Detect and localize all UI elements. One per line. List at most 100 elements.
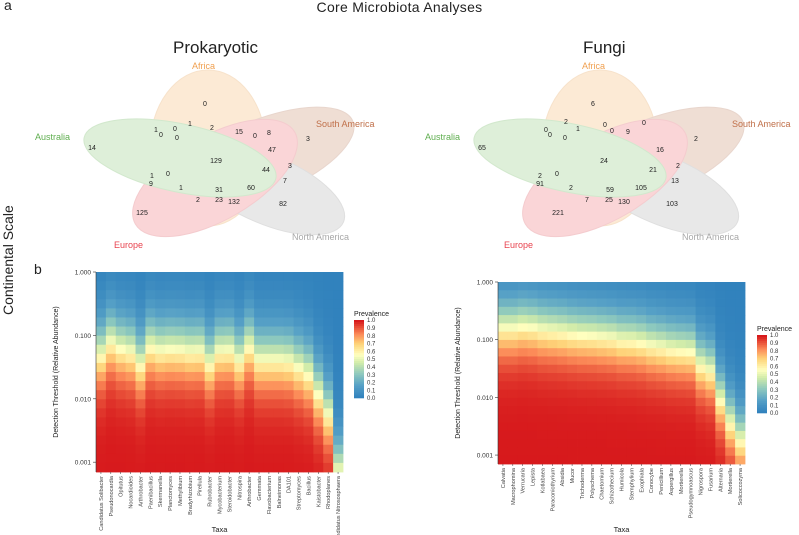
legend-swatch [757,335,767,338]
heatmap-cell [715,389,726,399]
heatmap-cell [175,362,186,373]
heatmap-cell [646,389,657,399]
heatmap-cell [283,281,294,291]
heatmap-cell [204,335,215,346]
heatmap-cell [323,272,334,282]
heatmap-cell [586,323,598,333]
heatmap-cell [254,326,265,337]
heatmap-cell [333,281,344,291]
x-tick-label: Stemphylium [629,468,635,501]
heatmap-cell [606,290,617,299]
venn-label-africa: Africa [192,61,215,71]
heatmap-cell [665,430,677,440]
heatmap-cell [646,282,657,291]
heatmap-cell [705,364,716,374]
heatmap-cell [527,406,538,415]
heatmap-cell [135,290,146,300]
heatmap-cell [204,308,215,318]
heatmap-cell [96,290,107,300]
venn-label-africa: Africa [582,61,605,71]
venn-count: 0 [544,127,548,134]
venn-label-north-america: North America [682,232,739,242]
heatmap-cell [204,281,215,291]
heatmap-cell [586,439,598,448]
heatmap-cell [705,323,716,333]
heatmap-cell [234,444,245,455]
legend-swatch [354,347,364,350]
venn-count: 0 [175,135,179,142]
heatmap-cell [665,439,677,448]
heatmap-cell [567,339,578,349]
heatmap-cell [646,422,657,432]
heatmap-cell [695,389,706,399]
heatmap-cell [695,447,706,457]
heatmap-cell [214,444,225,455]
heatmap-cell [224,408,235,418]
heatmap-cell [685,364,696,374]
heatmap-cell [725,406,736,415]
heatmap-cell [214,335,225,346]
x-tick-label: Trichoderma [580,467,586,499]
heatmap-cell [283,344,294,355]
heatmap-cell [165,426,176,437]
heatmap-cell [498,414,509,424]
heatmap-cell [715,422,726,432]
heatmap-cell [577,439,588,448]
heatmap-cell [586,364,598,374]
heatmap-cell [517,397,529,407]
heatmap-cell [96,362,107,373]
heatmap-cell [194,426,206,437]
heatmap-cell [323,308,334,318]
heatmap-cell [685,414,696,424]
heatmap-cell [194,435,206,446]
heatmap-cell [194,335,206,346]
heatmap-cell [695,315,706,324]
heatmap-cell [145,453,156,464]
heatmap-cell [626,447,637,457]
heatmap-cell [705,439,716,448]
heatmap-cell [283,444,294,455]
heatmap-cell [323,335,334,346]
heatmap-cell [293,381,304,391]
heatmap-cell [596,356,608,366]
heatmap-cell [313,326,324,337]
heatmap-cell [234,453,245,464]
heatmap-cell [616,455,627,465]
heatmap-cell [616,356,627,366]
heatmap-cell [115,335,127,346]
heatmap-cell [145,417,156,427]
heatmap-cell [234,299,245,309]
heatmap-cell [675,298,687,308]
heatmap-cell [224,344,235,355]
heatmap-cell [184,381,196,391]
heatmap-cell [646,439,657,448]
heatmap-cell [105,353,117,364]
heatmap-cell [214,417,225,427]
x-tick-label: Pseudogymnoascus [689,468,695,519]
heatmap-cell [685,348,696,357]
heatmap-cell [194,299,206,309]
venn-count: 0 [555,171,559,178]
venn-count: 82 [279,201,287,208]
heatmap-cell [303,453,314,464]
heatmap-cell [333,417,344,427]
heatmap-cell [646,348,657,357]
legend-tick-label: 0.8 [367,334,376,340]
x-tick-label: Arthrobacter [138,476,144,507]
y-tick-label: 0.001 [75,460,92,467]
heatmap-cell [125,408,136,418]
heatmap-cell [323,281,334,291]
heatmap-cell [135,344,146,355]
heatmap-cell [537,389,548,399]
heatmap-cell [498,397,509,407]
legend-swatch [354,349,364,352]
heatmap-cell [725,306,736,316]
heatmap-cell [586,282,598,291]
heatmap-cell [646,315,657,324]
heatmap-cell [125,426,136,437]
y-axis-title: Detection Threshold (Relative Abundance) [53,306,60,437]
heatmap-cell [735,298,746,308]
heatmap-cell [537,339,548,349]
heatmap-cell [725,339,736,349]
heatmap-cell [626,331,637,341]
